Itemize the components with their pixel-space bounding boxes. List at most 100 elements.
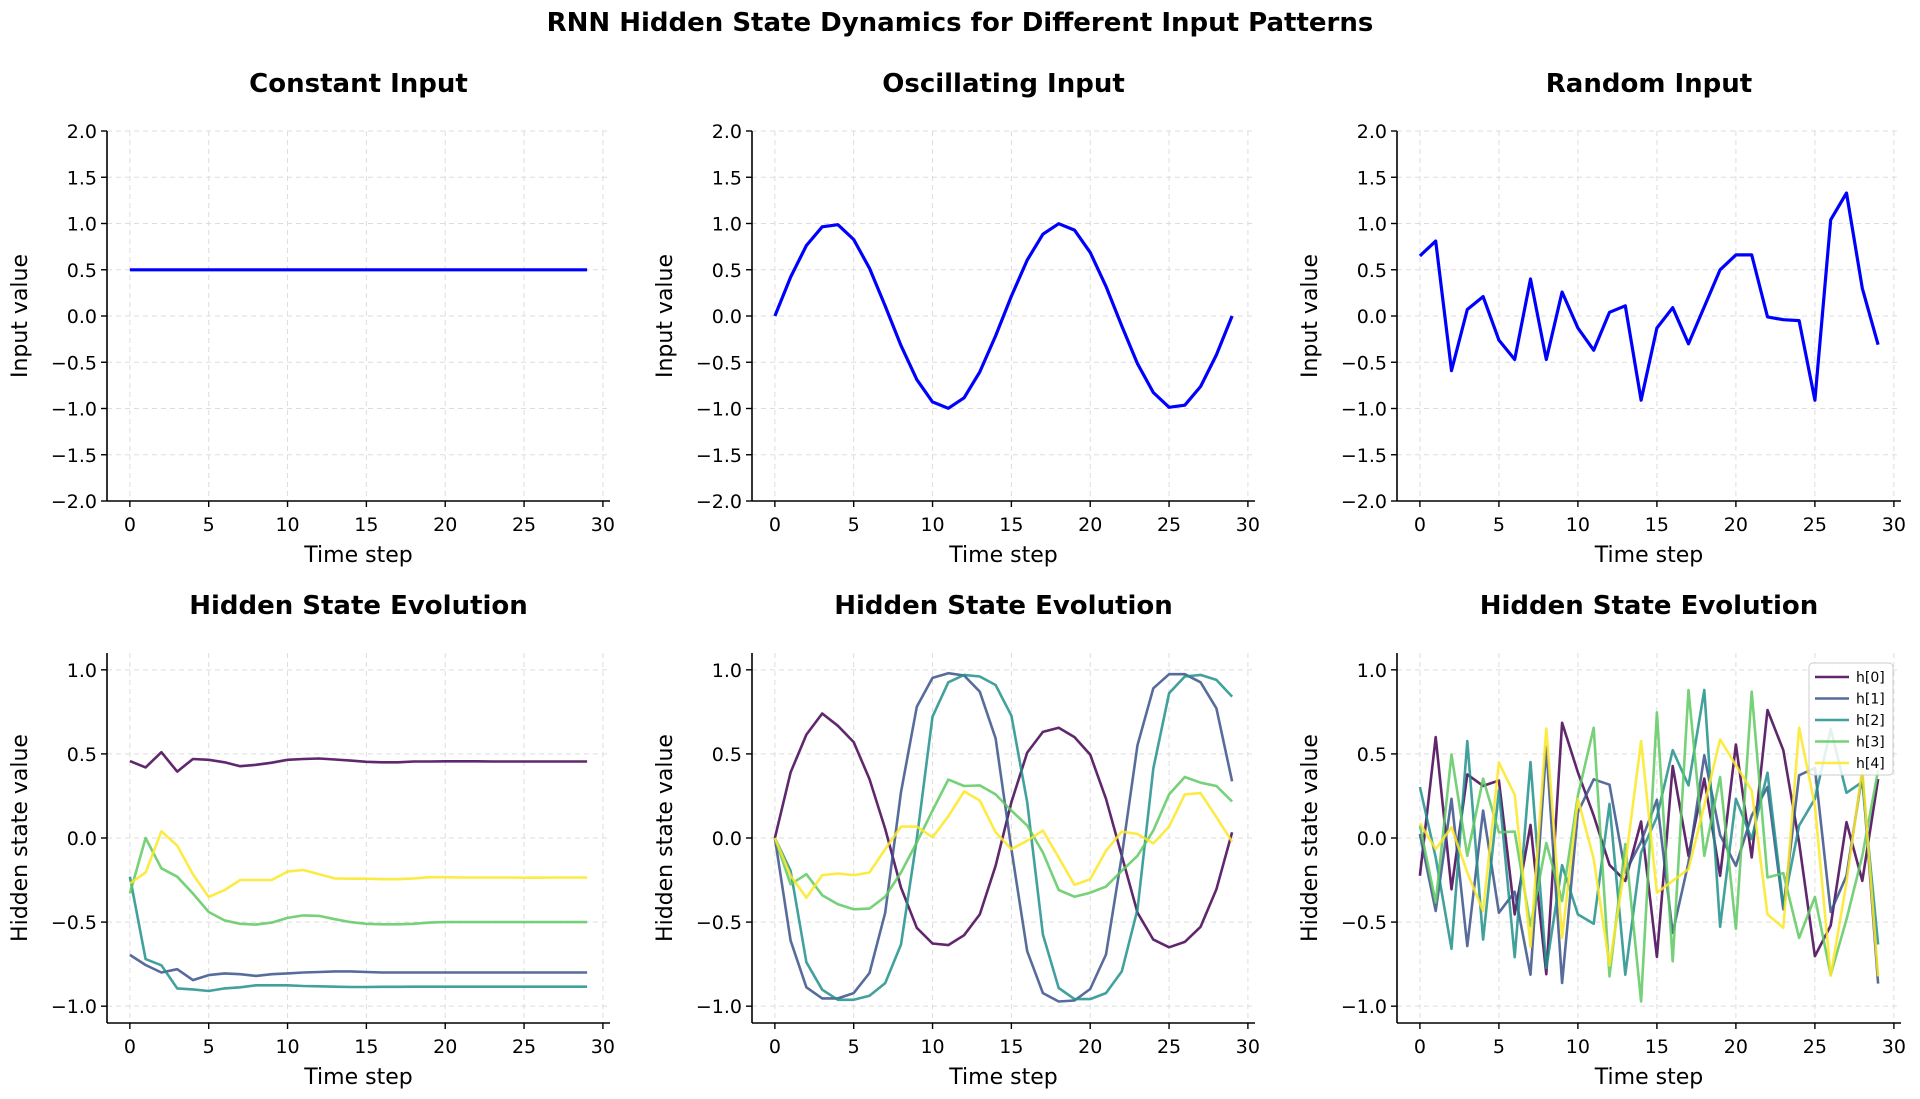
x-tick-label: 0 xyxy=(769,514,781,536)
y-tick-label: −1.0 xyxy=(1341,996,1387,1018)
y-tick-label: −0.5 xyxy=(51,912,97,934)
x-tick-label: 0 xyxy=(124,514,136,536)
series-line-4 xyxy=(773,790,1234,900)
legend-frame xyxy=(1808,662,1894,776)
series-line-2 xyxy=(773,673,1234,1002)
y-tick-label: −0.5 xyxy=(1341,912,1387,934)
series-line-h[3] xyxy=(1418,688,1880,1003)
x-tick-label: 25 xyxy=(1803,514,1827,536)
y-tick-label: 0.0 xyxy=(712,828,742,850)
series-line-3 xyxy=(128,836,588,926)
y-tick-label: −0.5 xyxy=(51,352,97,374)
y-tick-label: −1.0 xyxy=(51,399,97,421)
series-line-0 xyxy=(773,222,1234,410)
y-tick-label: −1.0 xyxy=(696,996,742,1018)
y-tick-label: −1.0 xyxy=(696,399,742,421)
subplot-title: Oscillating Input xyxy=(882,69,1125,99)
subplot-4: 0 5 10 15 20 25 30 1.0 0.5 0.0 −0.5 −1.0 Hidden Stat… xyxy=(8,591,615,1090)
x-tick-label: 25 xyxy=(1157,514,1181,536)
x-tick-label: 30 xyxy=(1236,1036,1260,1058)
y-tick-label: −1.0 xyxy=(51,996,97,1018)
y-tick-label: 1.0 xyxy=(67,660,97,682)
series-line-4 xyxy=(129,829,588,899)
x-tick-label: 25 xyxy=(1803,1036,1827,1058)
x-tick-label: 15 xyxy=(999,1036,1023,1058)
y-tick-label: 1.0 xyxy=(712,214,742,236)
y-tick-label: −1.0 xyxy=(1341,399,1387,421)
x-tick-label: 20 xyxy=(1078,514,1102,536)
y-tick-label: 2.0 xyxy=(67,121,97,143)
x-tick-label: 5 xyxy=(848,1036,860,1058)
y-axis-label: Input value xyxy=(653,254,678,378)
x-tick-label: 20 xyxy=(433,1036,457,1058)
y-tick-label: −1.5 xyxy=(51,445,97,467)
legend: h[0] h[1] h[2] h[3] h[4] xyxy=(1808,662,1894,776)
x-tick-label: 5 xyxy=(1493,514,1505,536)
y-tick-label: −1.5 xyxy=(696,445,742,467)
y-tick-label: 0.0 xyxy=(1357,828,1387,850)
y-tick-label: 1.5 xyxy=(1357,167,1387,189)
series-line-0 xyxy=(129,750,588,773)
x-tick-label: 30 xyxy=(1882,514,1906,536)
y-axis-label: Hidden state value xyxy=(8,734,33,942)
y-tick-label: 0.5 xyxy=(1357,744,1387,766)
x-tick-label: 25 xyxy=(512,1036,536,1058)
y-axis-label: Hidden state value xyxy=(1298,734,1323,942)
y-axis-label: Input value xyxy=(8,254,33,378)
series-line-1 xyxy=(773,671,1234,1003)
x-tick-label: 15 xyxy=(354,514,378,536)
y-tick-label: 0.0 xyxy=(1357,306,1387,328)
y-tick-label: 1.5 xyxy=(712,167,742,189)
x-tick-label: 30 xyxy=(1236,514,1260,536)
x-axis-label: Time step xyxy=(1594,1065,1703,1090)
y-tick-label: 0.0 xyxy=(67,828,97,850)
subplot-6: 0 5 10 15 20 25 30 1.0 0.5 0.0 −0.5 −1.0 Hidden Stat… xyxy=(1298,591,1906,1090)
legend-label: h[4] xyxy=(1856,756,1885,772)
x-axis-label: Time step xyxy=(948,543,1057,568)
y-tick-label: 0.0 xyxy=(67,306,97,328)
x-tick-label: 5 xyxy=(203,514,215,536)
x-tick-label: 10 xyxy=(920,514,944,536)
legend-label: h[1] xyxy=(1856,692,1885,708)
series-line-h[4] xyxy=(1418,726,1880,978)
y-tick-label: 0.0 xyxy=(712,306,742,328)
x-axis-label: Time step xyxy=(303,1065,412,1090)
x-tick-label: 0 xyxy=(124,1036,136,1058)
subplot-title: Hidden State Evolution xyxy=(1480,591,1819,621)
y-tick-label: 2.0 xyxy=(712,121,742,143)
y-tick-label: 0.5 xyxy=(712,260,742,282)
legend-label: h[3] xyxy=(1856,735,1885,751)
y-tick-label: −0.5 xyxy=(696,352,742,374)
subplot-5: 0 5 10 15 20 25 30 1.0 0.5 0.0 −0.5 −1.0 Hidden Stat… xyxy=(653,591,1260,1090)
x-tick-label: 15 xyxy=(1645,1036,1669,1058)
subplot-3: 0 5 10 15 20 25 30 2.0 1.5 1.0 0.5 0.0 −0.5 −1.0 −1.5 −… xyxy=(1298,69,1906,568)
x-tick-label: 10 xyxy=(275,1036,299,1058)
x-tick-label: 10 xyxy=(1566,1036,1590,1058)
y-tick-label: −2.0 xyxy=(51,491,97,513)
x-tick-label: 20 xyxy=(1724,514,1748,536)
series-line-0 xyxy=(773,712,1234,949)
y-tick-label: 1.0 xyxy=(1357,660,1387,682)
x-tick-label: 0 xyxy=(769,1036,781,1058)
x-tick-label: 10 xyxy=(1566,514,1590,536)
y-tick-label: 1.0 xyxy=(1357,214,1387,236)
y-axis-label: Hidden state value xyxy=(653,734,678,942)
y-axis-label: Input value xyxy=(1298,254,1323,378)
x-tick-label: 25 xyxy=(512,514,536,536)
y-tick-label: −2.0 xyxy=(696,491,742,513)
x-axis-label: Time step xyxy=(1594,543,1703,568)
y-tick-label: 0.5 xyxy=(1357,260,1387,282)
series-line-3 xyxy=(773,775,1234,911)
y-tick-label: −0.5 xyxy=(1341,352,1387,374)
x-tick-label: 25 xyxy=(1157,1036,1181,1058)
x-tick-label: 10 xyxy=(275,514,299,536)
figure-title: RNN Hidden State Dynamics for Different … xyxy=(546,8,1374,38)
x-tick-label: 30 xyxy=(591,514,615,536)
x-tick-label: 20 xyxy=(433,514,457,536)
x-tick-label: 5 xyxy=(203,1036,215,1058)
series-line-2 xyxy=(128,876,588,993)
y-tick-label: −1.5 xyxy=(1341,445,1387,467)
y-tick-label: 0.5 xyxy=(67,744,97,766)
y-tick-label: 1.5 xyxy=(67,167,97,189)
